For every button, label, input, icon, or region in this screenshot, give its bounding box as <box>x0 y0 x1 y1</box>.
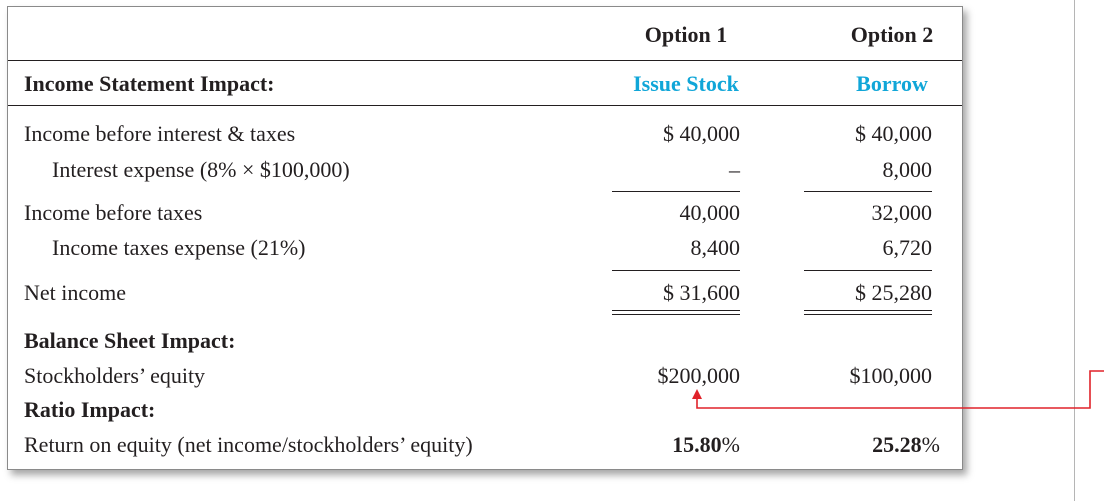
net-income-option2: $ 25,280 <box>855 280 932 305</box>
percent-sign: % <box>721 432 740 457</box>
page-divider-line <box>1074 0 1075 501</box>
tax-option1: 8,400 <box>690 235 741 260</box>
ibit-label: Income before interest & taxes <box>24 121 296 146</box>
issue-stock-label: Issue Stock <box>633 71 739 96</box>
equity-label: Stockholders’ equity <box>24 363 206 388</box>
balance-sheet-heading: Balance Sheet Impact: <box>24 328 236 353</box>
callout-leader-line <box>696 370 1104 409</box>
ibt-option2: 32,000 <box>871 200 933 225</box>
roe-option2-value: 25.28 <box>872 432 922 457</box>
tax-label: Income taxes expense (21%) <box>52 235 306 260</box>
roe-option1-value: 15.80 <box>672 432 722 457</box>
equity-option2: $100,000 <box>849 363 933 388</box>
ratio-heading: Ratio Impact: <box>24 397 156 422</box>
interest-option1: – <box>729 157 740 182</box>
interest-option2: 8,000 <box>882 157 933 182</box>
roe-option1: 15.80% <box>612 432 740 458</box>
subtotal-rule-3 <box>612 270 740 271</box>
income-statement-heading: Income Statement Impact: <box>24 71 275 96</box>
ibit-option1: $ 40,000 <box>663 121 740 146</box>
section-rule <box>8 105 962 106</box>
ibt-option1: 40,000 <box>679 200 741 225</box>
option1-header: Option 1 <box>644 22 728 47</box>
ibit-option2: $ 40,000 <box>855 121 932 146</box>
net-income-label: Net income <box>24 280 127 305</box>
subtotal-rule-4 <box>804 270 932 271</box>
roe-option2: 25.28% <box>808 432 940 458</box>
financing-comparison-table: Option 1 Option 2 Income Statement Impac… <box>7 6 963 470</box>
net-income-option1: $ 31,600 <box>663 280 740 305</box>
equity-option1: $200,000 <box>657 363 741 388</box>
tax-option2: 6,720 <box>882 235 933 260</box>
percent-sign: % <box>921 432 940 457</box>
subtotal-rule-2 <box>804 191 932 192</box>
header-rule <box>8 60 962 61</box>
total-double-rule-2 <box>804 310 932 315</box>
callout-arrowhead <box>692 389 702 399</box>
ibt-label: Income before taxes <box>24 200 203 225</box>
option2-header: Option 2 <box>850 22 934 47</box>
interest-label: Interest expense (8% × $100,000) <box>52 157 350 182</box>
roe-label: Return on equity (net income/stockholder… <box>24 432 473 457</box>
borrow-label: Borrow <box>856 71 928 96</box>
subtotal-rule-1 <box>612 191 740 192</box>
total-double-rule-1 <box>612 310 740 315</box>
